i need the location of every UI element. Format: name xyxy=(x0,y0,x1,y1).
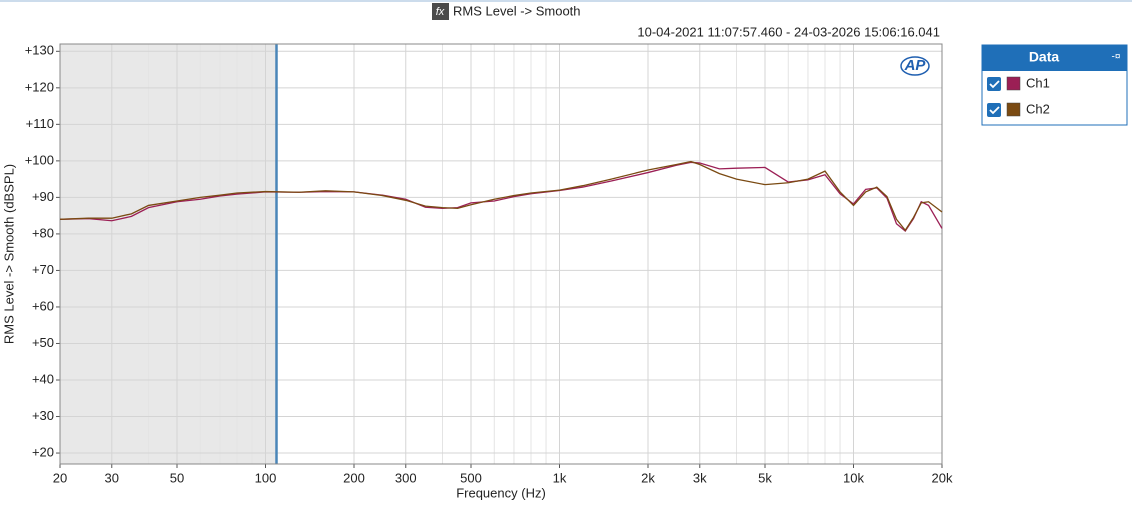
x-tick-label: 500 xyxy=(460,470,482,485)
legend-swatch xyxy=(1006,102,1021,117)
legend-swatch xyxy=(1006,76,1021,91)
y-tick-label: +20 xyxy=(32,444,54,459)
pin-icon[interactable]: -¤ xyxy=(1112,52,1121,63)
logo-ring xyxy=(900,56,930,76)
y-tick-label: +50 xyxy=(32,335,54,350)
y-tick-label: +60 xyxy=(32,298,54,313)
legend-checkmark xyxy=(989,80,1000,89)
y-tick-label: +30 xyxy=(32,408,54,423)
legend-label: Ch1 xyxy=(1026,75,1050,90)
x-tick-label: 2k xyxy=(641,470,655,485)
y-axis-label: RMS Level -> Smooth (dBSPL) xyxy=(1,164,16,344)
x-tick-label: 200 xyxy=(343,470,365,485)
fx-icon xyxy=(432,3,449,20)
legend-header xyxy=(982,45,1127,71)
legend-title: Data xyxy=(1029,49,1060,65)
x-tick-label: 1k xyxy=(553,470,567,485)
y-tick-label: +130 xyxy=(25,43,54,58)
x-tick-label: 20 xyxy=(53,470,67,485)
y-tick-label: +70 xyxy=(32,262,54,277)
plot-border xyxy=(59,43,943,465)
fx-icon-text: fx xyxy=(436,6,445,18)
x-tick-label: 300 xyxy=(395,470,417,485)
x-axis-label: Frequency (Hz) xyxy=(456,485,546,500)
y-tick-label: +100 xyxy=(25,152,54,167)
x-tick-label: 50 xyxy=(170,470,184,485)
legend-label: Ch2 xyxy=(1026,101,1050,116)
x-tick-label: 20k xyxy=(932,470,953,485)
x-tick-label: 3k xyxy=(693,470,707,485)
y-tick-label: +40 xyxy=(32,371,54,386)
chart-subtitle: 10-04-2021 11:07:57.460 - 24-03-2026 15:… xyxy=(637,24,940,39)
legend-checkbox[interactable] xyxy=(987,77,1001,91)
series-line xyxy=(59,161,943,232)
logo: AP xyxy=(904,57,927,74)
y-tick-label: +110 xyxy=(26,116,54,131)
chart-title: RMS Level -> Smooth xyxy=(453,3,581,18)
plot-area: 20 30 50 100 200 300 500 1k 2k 3k 5k 10k 20k +20 +30 +4… xyxy=(25,43,953,486)
y-tick-label: +120 xyxy=(25,79,54,94)
legend-items: Ch1 Ch2 xyxy=(987,75,1050,117)
x-tick-label: 100 xyxy=(255,470,277,485)
x-tick-label: 10k xyxy=(843,470,864,485)
y-tick-label: +90 xyxy=(32,189,54,204)
shaded-region xyxy=(60,44,277,464)
legend-checkmark xyxy=(989,106,1000,115)
y-tick-label: +80 xyxy=(32,225,54,240)
legend-checkbox[interactable] xyxy=(987,103,1001,117)
series-line xyxy=(59,160,943,232)
x-tick-label: 5k xyxy=(758,470,772,485)
x-tick-label: 30 xyxy=(105,470,119,485)
